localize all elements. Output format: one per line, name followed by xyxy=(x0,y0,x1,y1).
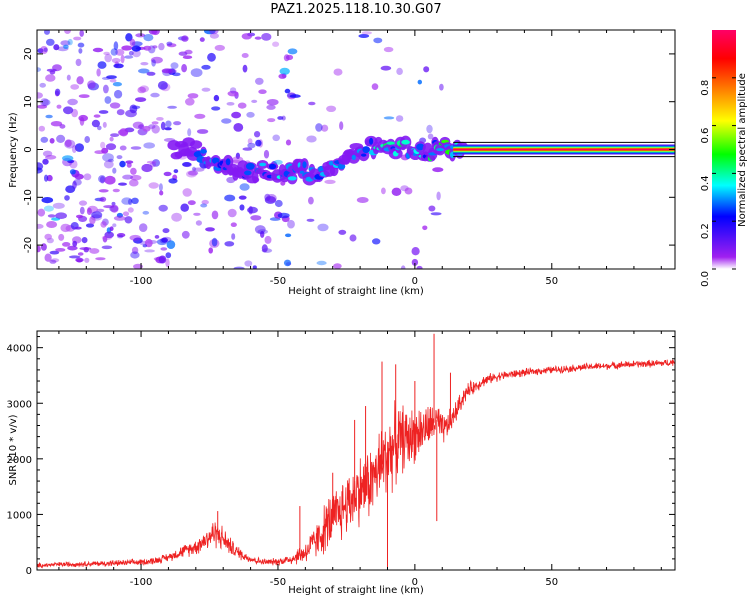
spectrogram-x-axis-label: Height of straight line (km) xyxy=(288,286,424,297)
snr-y-axis-label: SNR (10 * v/v) xyxy=(8,414,19,485)
chart-title: PAZ1.2025.118.10.30.G07 xyxy=(270,2,442,17)
colorbar-tick-label: 0.4 xyxy=(700,175,711,191)
x-tick-label: 50 xyxy=(545,577,558,588)
y-tick-label: -20 xyxy=(23,237,34,253)
snr-line xyxy=(37,359,675,569)
spectrogram-ridge xyxy=(167,135,469,186)
colorbar-tick-label: 0.2 xyxy=(700,223,711,239)
y-tick-label: 3000 xyxy=(7,399,32,410)
colorbar-gradient xyxy=(712,30,736,269)
spectrogram-marks xyxy=(37,30,675,269)
x-tick-label: -100 xyxy=(130,577,153,588)
colorbar-tick-label: 0.0 xyxy=(700,271,711,287)
x-tick-label: 0 xyxy=(412,276,418,287)
snr-x-axis-label: Height of straight line (km) xyxy=(288,585,424,596)
y-tick-label: 2000 xyxy=(7,455,32,466)
y-tick-label: 0 xyxy=(23,146,34,152)
x-tick-label: -50 xyxy=(270,276,286,287)
x-tick-label: 50 xyxy=(545,276,558,287)
colorbar-tick-label: 0.8 xyxy=(700,80,711,96)
spectrogram-noise xyxy=(37,30,444,269)
y-tick-label: 20 xyxy=(23,48,34,61)
y-tick-label: -10 xyxy=(23,189,34,205)
y-tick-label: 0 xyxy=(26,566,32,577)
colorbar-ticks: 0.0 0.2 0.4 0.6 0.8 xyxy=(700,77,736,287)
colorbar-label: Normalized spectral amplitude xyxy=(737,73,748,227)
y-tick-label: 10 xyxy=(23,95,34,108)
x-tick-label: 0 xyxy=(412,577,418,588)
carrier-band xyxy=(453,141,675,158)
colorbar-tick-label: 0.6 xyxy=(700,128,711,144)
colorbar: 0.0 0.2 0.4 0.6 0.8 Normalized spectral ampl… xyxy=(700,30,748,287)
spectrogram-y-axis-label: Frequency (Hz) xyxy=(8,112,19,188)
x-tick-label: -50 xyxy=(270,577,286,588)
snr-frame xyxy=(36,330,676,571)
y-tick-label: 1000 xyxy=(7,510,32,521)
snr-marks xyxy=(37,333,675,569)
y-tick-label: 4000 xyxy=(7,344,32,355)
x-tick-label: -100 xyxy=(130,276,153,287)
